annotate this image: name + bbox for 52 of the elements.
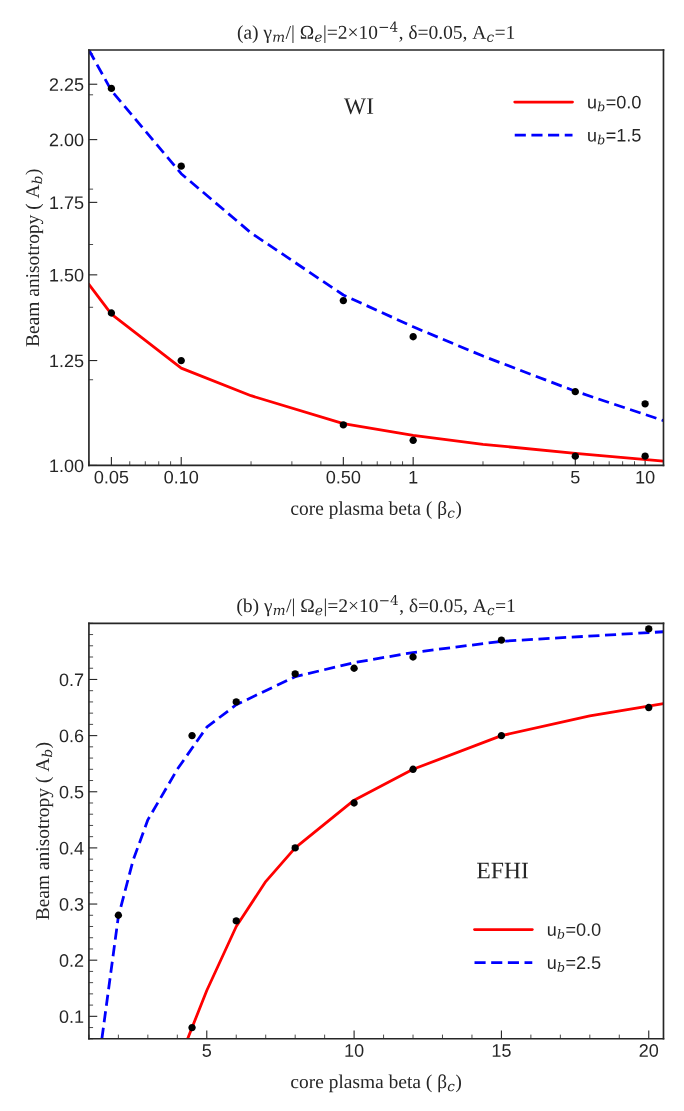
legend-label: u$_{b}$=1.5 xyxy=(588,129,641,145)
x-tick-label: 10 xyxy=(636,470,655,484)
point xyxy=(232,698,240,706)
line-series xyxy=(186,702,664,1039)
x-tick-label: 0.05 xyxy=(94,470,129,484)
x-axis-title: core plasma beta ( β$_{c}$) xyxy=(291,501,462,519)
y-tick-label: 1.00 xyxy=(50,459,84,473)
x-tick-label: 20 xyxy=(639,1044,659,1057)
point xyxy=(497,731,506,740)
point xyxy=(497,636,506,644)
point xyxy=(350,664,358,672)
point xyxy=(645,625,653,633)
point xyxy=(350,799,358,807)
legend-label: u$_{b}$=2.5 xyxy=(547,956,601,972)
y-axis-title: Beam anisotropy ( A$_{b}$) xyxy=(35,742,54,920)
annotation: EFHI xyxy=(477,862,529,879)
x-tick-label: 5 xyxy=(570,470,580,484)
x-axis-title: core plasma beta ( β$_{c}$) xyxy=(291,1074,462,1093)
y-tick-label: 2.00 xyxy=(49,133,84,147)
chart-title: (b) γ$_{m}$/| Ω$_{e}$|=2×10$^{−4}$, δ=0.05, A$_{c}$=1 xyxy=(237,594,515,617)
y-tick-label: 1.75 xyxy=(50,196,84,210)
x-tick-label: 1 xyxy=(409,470,418,484)
y-tick-label: 0.5 xyxy=(59,785,84,799)
point xyxy=(188,1023,196,1032)
annotation: WI xyxy=(343,98,374,115)
y-tick-label: 1.25 xyxy=(50,354,84,368)
point xyxy=(409,765,417,773)
point xyxy=(114,911,123,919)
point xyxy=(188,731,196,740)
y-tick-label: 1.50 xyxy=(50,268,84,282)
x-tick-label: 10 xyxy=(345,1044,364,1057)
chart-title: (a) γ$_{m}$/| Ω$_{e}$|=2×10$^{−4}$, δ=0.05, A$_{c}$=1 xyxy=(237,21,515,43)
x-tick-label: 0.10 xyxy=(164,470,199,484)
x-tick-label: 5 xyxy=(202,1044,212,1057)
y-tick-label: 0.6 xyxy=(59,729,84,743)
y-tick-label: 0.2 xyxy=(59,954,84,967)
y-tick-label: 0.1 xyxy=(59,1010,84,1024)
point xyxy=(291,844,299,852)
y-axis-title: Beam anisotropy ( A$_{b}$) xyxy=(25,169,44,347)
point xyxy=(409,653,417,661)
point xyxy=(291,670,299,678)
y-tick-label: 0.4 xyxy=(59,841,84,855)
y-tick-label: 0.3 xyxy=(59,897,84,911)
legend-label: u$_{b}$=0.0 xyxy=(588,95,641,112)
point xyxy=(645,703,653,712)
x-tick-label: 15 xyxy=(492,1044,511,1057)
line-series xyxy=(100,630,664,1039)
x-tick-label: 0.50 xyxy=(326,470,361,484)
point xyxy=(232,917,240,925)
legend-label: u$_{b}$=0.0 xyxy=(547,923,601,939)
y-tick-label: 0.7 xyxy=(59,673,84,687)
y-tick-label: 2.25 xyxy=(49,78,84,91)
